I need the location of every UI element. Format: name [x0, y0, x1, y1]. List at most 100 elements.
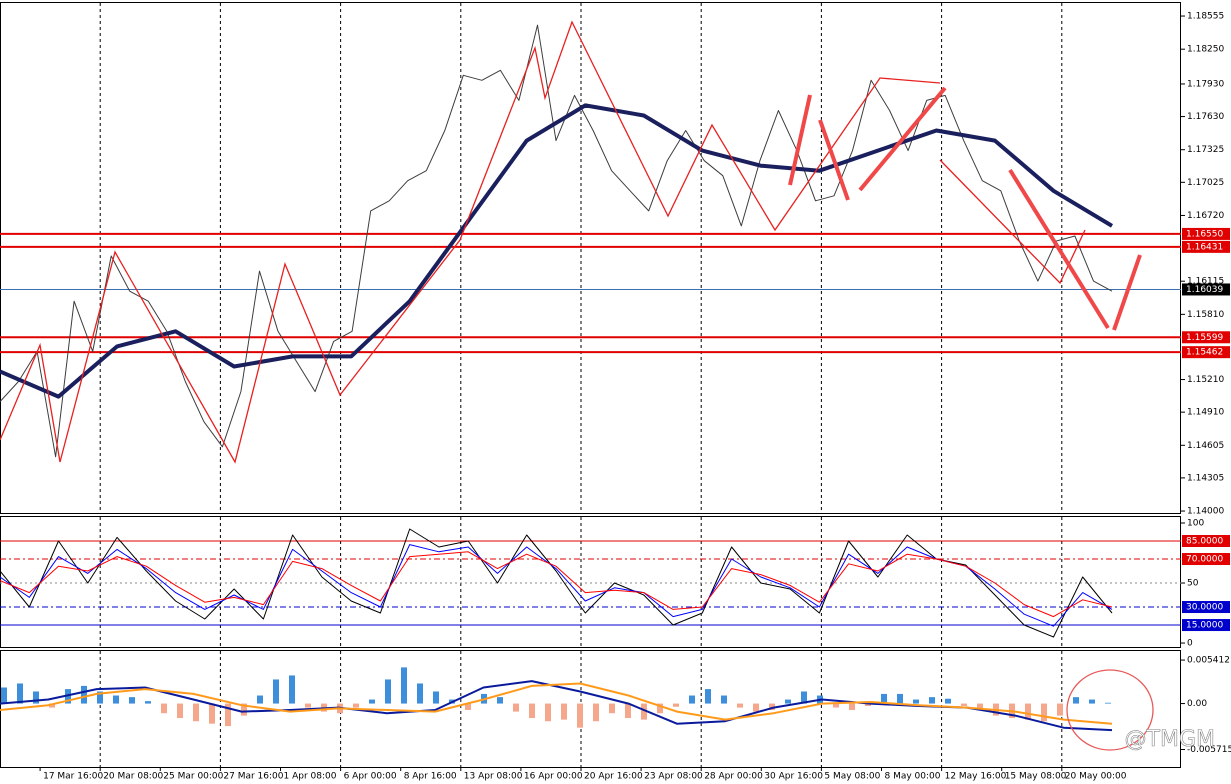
histogram-bar [305, 703, 311, 708]
x-tick-label: 27 Mar 16:00 [223, 772, 283, 782]
y-tick-label: 1.14305 [1187, 473, 1224, 483]
histogram-bar [513, 703, 519, 712]
x-tick-label: 8 Apr 16:00 [404, 772, 457, 782]
histogram-bar [1073, 697, 1079, 704]
histogram-bar [177, 703, 183, 719]
histogram-bar [465, 703, 471, 710]
histogram-bar [529, 703, 535, 719]
histogram-bar [113, 695, 119, 704]
series-line [0, 103, 1114, 399]
histogram-bar [353, 703, 359, 708]
level-label: 1.16039 [1186, 285, 1223, 295]
zigzag [939, 159, 1086, 285]
x-tick-label: 13 Apr 08:00 [464, 772, 523, 782]
y-tick-label: 50 [1187, 579, 1199, 589]
histogram-bar [769, 703, 775, 710]
arrow [818, 119, 850, 201]
y-tick-label: 1.16115 [1187, 277, 1224, 287]
arrow [788, 94, 812, 186]
x-tick-label: 16 Apr 00:00 [524, 772, 583, 782]
histogram-bar [881, 693, 887, 704]
histogram-bar [145, 701, 151, 704]
histogram-bar [193, 703, 199, 722]
histogram-bar [977, 703, 983, 710]
histogram-bar [1041, 703, 1047, 722]
histogram-bar [417, 683, 423, 704]
y-tick-label: 1.15210 [1187, 375, 1224, 385]
arrow [858, 86, 947, 192]
watermark: @TMGM [1125, 727, 1215, 752]
y-tick-label: 1.15810 [1187, 310, 1224, 320]
level-label-box [1182, 227, 1230, 240]
level-label: 70.0000 [1186, 555, 1223, 565]
y-tick-label: 0.00 [1187, 699, 1207, 709]
x-tick-label: 6 Apr 00:00 [344, 772, 397, 782]
histogram-bar [1089, 699, 1095, 704]
histogram-bar [17, 683, 23, 704]
histogram-bar [161, 703, 167, 714]
level-label-box [1182, 240, 1230, 253]
level-label-box [1182, 601, 1230, 614]
level-label-box [1182, 553, 1230, 566]
histogram-bar [497, 697, 503, 704]
x-tick-label: 1 Apr 08:00 [284, 772, 337, 782]
x-tick-label: 28 Apr 00:00 [704, 772, 763, 782]
x-tick-label: 17 Mar 16:00 [43, 772, 103, 782]
histogram-bar [65, 689, 71, 704]
histogram-bar [545, 703, 551, 722]
zigzag [0, 20, 941, 464]
histogram-bar [401, 667, 407, 704]
histogram-bar [273, 679, 279, 704]
level-label-box [1182, 283, 1230, 296]
histogram-bar [913, 699, 919, 704]
histogram-bar [225, 703, 231, 727]
level-label: 1.15462 [1186, 348, 1223, 358]
histogram-bar [945, 698, 951, 704]
y-tick-label: 1.18250 [1187, 45, 1224, 55]
histogram-bar [81, 685, 87, 704]
histogram-bar [1057, 703, 1063, 716]
series-line [0, 551, 1113, 618]
histogram-bar [657, 703, 663, 714]
x-tick-label: 20 May 00:00 [1065, 772, 1127, 782]
y-tick-label: 1.14605 [1187, 441, 1224, 451]
histogram-bar [689, 695, 695, 704]
x-tick-label: 25 Mar 00:00 [163, 772, 223, 782]
series-line [0, 544, 1113, 627]
y-tick-label: 1.17025 [1187, 178, 1224, 188]
x-tick-label: 20 Apr 16:00 [584, 772, 643, 782]
histogram-bar [1025, 703, 1031, 720]
stoch-panel-frame [0, 516, 1181, 648]
y-tick-label: 1.16720 [1187, 211, 1224, 221]
x-tick-label: 15 May 08:00 [1005, 772, 1067, 782]
y-tick-label: 1.17930 [1187, 79, 1224, 89]
series-line [0, 682, 1113, 725]
histogram-bar [673, 703, 679, 707]
level-label: 15.0000 [1186, 621, 1223, 631]
x-tick-label: 30 Apr 16:00 [764, 772, 823, 782]
histogram-bar [385, 679, 391, 704]
level-label: 1.15599 [1186, 333, 1223, 343]
histogram-bar [929, 697, 935, 704]
level-label-box [1182, 331, 1230, 344]
histogram-bar [577, 703, 583, 728]
level-label-box [1182, 346, 1230, 359]
histogram-bar [97, 691, 103, 704]
histogram-bar [785, 699, 791, 704]
histogram-bar [1105, 702, 1111, 704]
histogram-bar [609, 703, 615, 714]
histogram-bar [33, 691, 39, 704]
level-label-box [1182, 619, 1230, 632]
histogram-bar [641, 703, 647, 720]
x-tick-label: 12 May 16:00 [945, 772, 1007, 782]
y-tick-label: 1.14910 [1187, 408, 1224, 418]
series-line [0, 24, 1113, 458]
arrow [1008, 168, 1110, 330]
histogram-bar [705, 689, 711, 704]
histogram-bar [49, 703, 55, 708]
y-tick-label: 1.18555 [1187, 12, 1224, 22]
histogram-bar [849, 703, 855, 710]
histogram-bar [257, 695, 263, 704]
y-tick-label: 1.14000 [1187, 507, 1224, 517]
